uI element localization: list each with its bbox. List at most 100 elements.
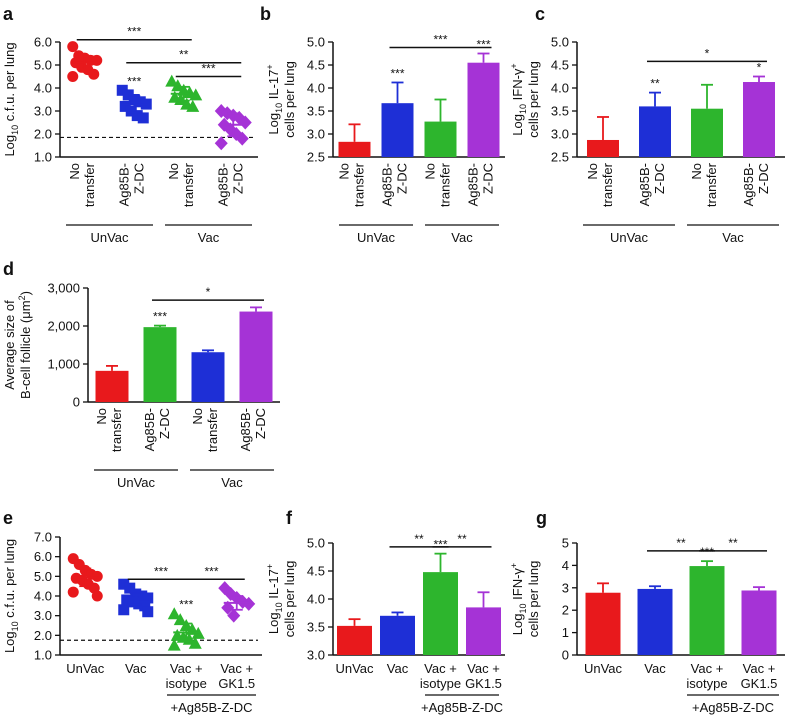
y-tick-label: 2.5 (307, 150, 325, 165)
bar (380, 615, 415, 655)
significance-stars: *** (179, 598, 193, 612)
x-tick-label: transfer (82, 162, 97, 207)
y-tick-label: 0 (562, 648, 569, 663)
significance-stars: *** (700, 545, 714, 559)
y-tick-label: 3 (562, 580, 569, 595)
data-point (67, 41, 79, 53)
x-tick-label: Ag85B- (466, 163, 481, 206)
data-point (127, 596, 139, 608)
data-point (134, 96, 146, 108)
y-tick-label: 4.5 (307, 564, 325, 579)
panel-letter: a (3, 4, 14, 24)
bracket-label: *** (433, 33, 447, 47)
panel-letter: b (260, 4, 271, 24)
y-tick-label: 2 (562, 603, 569, 618)
y-axis-label: Log10 c.f.u. per lung (2, 42, 20, 156)
x-tick-label: No (337, 163, 352, 180)
bar (95, 370, 129, 402)
x-tick-label: No (585, 163, 600, 180)
panel-letter: e (3, 508, 13, 528)
y-tick-label: 4.0 (307, 592, 325, 607)
y-axis-label: cells per lung (526, 61, 541, 138)
bar (381, 103, 414, 157)
group-label: +Ag85B-Z-DC (171, 700, 253, 715)
bar (585, 592, 621, 655)
y-tick-label: 5.0 (34, 58, 52, 73)
y-tick-label: 5.0 (307, 35, 325, 50)
bar (689, 566, 725, 655)
data-point (88, 68, 100, 80)
y-axis-label: Log10 c.f.u. per lung (2, 539, 20, 653)
y-tick-label: 1 (562, 625, 569, 640)
x-tick-label: Z-DC (652, 163, 667, 194)
data-point (122, 89, 134, 101)
data-point (173, 613, 187, 626)
x-tick-label: Z-DC (253, 408, 268, 439)
bar (337, 625, 372, 655)
panel-c: c 2.5 3.0 3.5 4.0 4.5 5.0 Log10 IFN-γ+ cells per… (509, 4, 785, 245)
x-tick-label: transfer (704, 162, 719, 207)
x-tick-label: Ag85B- (380, 163, 395, 206)
data-point (235, 131, 249, 146)
bar (587, 139, 619, 157)
data-point (167, 638, 181, 651)
x-tick-label: transfer (109, 407, 124, 452)
x-tick-label: No (166, 163, 181, 180)
y-tick-label: 3.0 (307, 648, 325, 663)
x-tick-label: Vac + (220, 661, 253, 676)
y-tick-label: 3.0 (307, 127, 325, 142)
bracket-label: * (206, 285, 211, 299)
data-point (116, 84, 128, 96)
significance-stars: *** (476, 38, 490, 52)
x-tick-label: Vac (387, 661, 409, 676)
y-tick-label: 2.0 (34, 628, 52, 643)
data-point (67, 586, 79, 598)
bracket-label: ** (179, 48, 189, 62)
significance-stars: *** (127, 74, 141, 88)
panel-letter: f (286, 508, 293, 528)
bar (691, 108, 723, 157)
significance-stars: *** (390, 66, 404, 80)
bar (637, 588, 673, 655)
y-tick-label: 3.5 (307, 104, 325, 119)
y-axis-label: Log10 IL-17+ (265, 64, 284, 134)
data-point (238, 115, 252, 130)
y-tick-label: 5.0 (551, 35, 569, 50)
data-point (118, 578, 130, 590)
y-tick-label: 4.5 (551, 58, 569, 73)
y-tick-label: 4.5 (307, 58, 325, 73)
x-tick-label: UnVac (66, 661, 105, 676)
y-tick-label: 1.0 (34, 150, 52, 165)
y-tick-label: 3.0 (34, 104, 52, 119)
data-point (137, 112, 149, 124)
group-label: Vac (451, 230, 473, 245)
bracket-label: * (705, 46, 710, 60)
x-tick-label: No (67, 163, 82, 180)
group-label: UnVac (117, 475, 156, 490)
bar (741, 590, 777, 655)
x-tick-label: isotype (420, 676, 461, 691)
bar (467, 62, 500, 158)
y-axis-label: B-cell follicle (μm2) (17, 291, 33, 399)
bar (143, 327, 177, 402)
data-point (119, 100, 131, 112)
bracket-label: ** (728, 536, 738, 550)
x-tick-label: Vac + (691, 661, 724, 676)
data-point (227, 608, 241, 623)
y-tick-label: 1.0 (34, 648, 52, 663)
x-tick-label: Vac (125, 661, 147, 676)
panel-letter: d (3, 259, 14, 279)
data-point (139, 600, 151, 612)
y-tick-label: 3,000 (47, 281, 80, 296)
y-tick-label: 5.0 (307, 536, 325, 551)
data-point (91, 590, 103, 602)
x-tick-label: GK1.5 (465, 676, 502, 691)
panel-f: f 3.0 3.5 4.0 4.5 5.0 Log10 IL-17+ cells per lu… (265, 508, 505, 715)
data-point (124, 582, 136, 594)
x-tick-label: isotype (686, 676, 727, 691)
data-point (136, 590, 148, 602)
x-tick-label: Z-DC (157, 408, 172, 439)
y-tick-label: 3.0 (551, 127, 569, 142)
